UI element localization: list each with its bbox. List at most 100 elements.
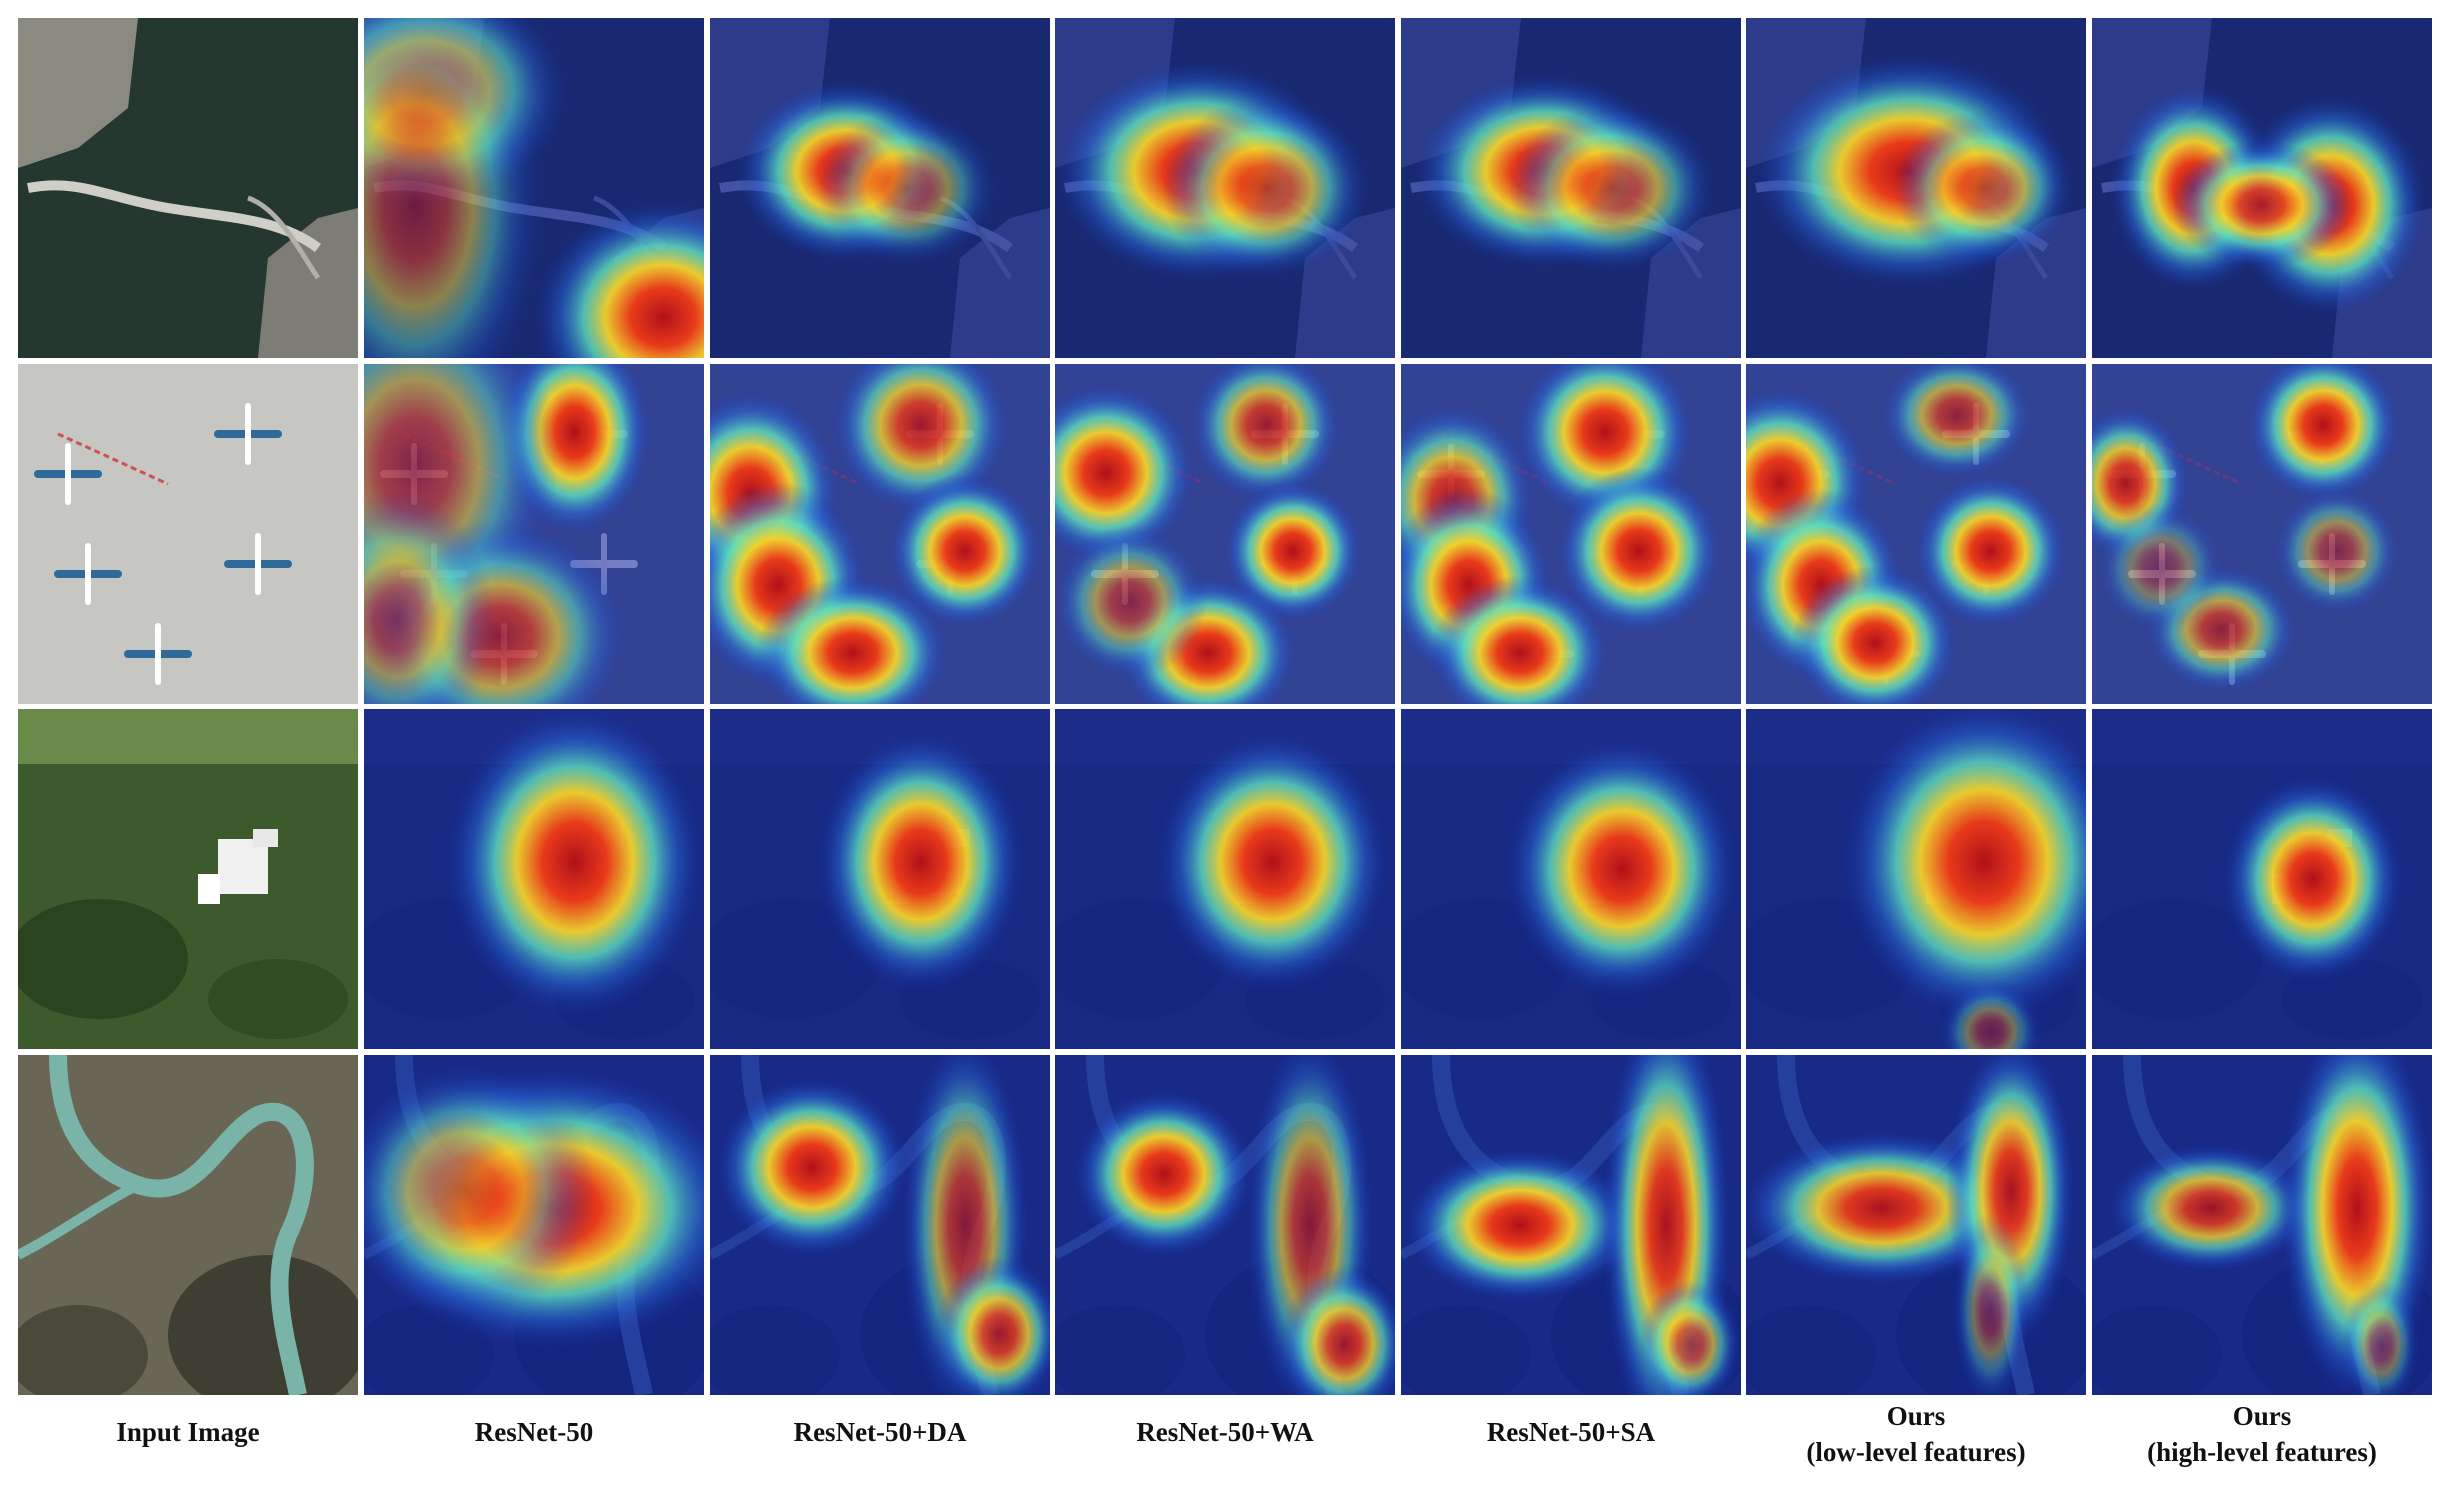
- cam-overlay: [1055, 1055, 1395, 1395]
- heatmap-r3-c3: [1055, 709, 1395, 1049]
- input-image-r4: [18, 1055, 358, 1395]
- heatmap-r3-c5: [1746, 709, 2086, 1049]
- activation-blob-4: [887, 473, 1043, 629]
- column-label-line: ResNet-50+DA: [793, 1417, 967, 1447]
- activation-blob-2: [1508, 104, 1716, 272]
- cam-overlay: [2092, 364, 2432, 704]
- activation-blob-3: [2171, 140, 2353, 270]
- column-label-line: Ours: [2232, 1401, 2292, 1431]
- cam-overlay: [1401, 1055, 1741, 1395]
- column-label-line: (low-level features): [1806, 1437, 2026, 1467]
- heatmap-r2-c6: [2092, 364, 2432, 704]
- heatmap-r1-c3: [1055, 18, 1395, 358]
- column-label-line: ResNet-50+SA: [1486, 1417, 1656, 1447]
- scene-airport: [18, 364, 358, 704]
- column-label-line: Input Image: [116, 1417, 260, 1447]
- cam-overlay: [1401, 18, 1741, 358]
- activation-blob-1: [1188, 364, 1344, 503]
- heatmap-r2-c5: [1746, 364, 2086, 704]
- activation-blob-3: [1221, 479, 1365, 623]
- heatmap-r1-c4: [1401, 18, 1741, 358]
- cam-overlay: [364, 709, 704, 1049]
- cam-overlay: [1055, 18, 1395, 358]
- activation-blob-5: [1791, 565, 1960, 704]
- heatmap-r2-c3: [1055, 364, 1395, 704]
- activation-blob-2: [1893, 110, 2075, 266]
- cam-overlay: [1401, 364, 1741, 704]
- heatmap-r4-c3: [1055, 1055, 1395, 1395]
- activation-blob-3: [1952, 1213, 2030, 1395]
- activation-blob-3: [534, 200, 704, 358]
- activation-blob-1: [445, 709, 704, 1017]
- heatmap-r1-c2: [710, 18, 1050, 358]
- column-label-3: ResNet-50+DA: [710, 1414, 1050, 1450]
- activation-blob-2: [1055, 382, 1197, 564]
- activation-blob-1: [1073, 1090, 1255, 1258]
- activation-blob-1: [1505, 739, 1739, 998]
- heatmap-r2-c2: [710, 364, 1050, 704]
- cam-overlay: [2092, 18, 2432, 358]
- heatmap-r2-c4: [1401, 364, 1741, 704]
- activation-blob-3: [2342, 1279, 2420, 1395]
- column-label-1: Input Image: [18, 1414, 358, 1450]
- cam-overlay: [364, 18, 704, 358]
- heatmap-r3-c1: [364, 709, 704, 1049]
- scene-bridge: [18, 18, 358, 358]
- heatmap-r4-c4: [1401, 1055, 1741, 1395]
- cam-overlay: [710, 1055, 1050, 1395]
- activation-blob-1: [1403, 1147, 1637, 1303]
- column-label-6: Ours (low-level features): [1746, 1398, 2086, 1470]
- heatmap-r3-c2: [710, 709, 1050, 1049]
- activation-blob-5: [1429, 575, 1611, 704]
- cam-overlay: [2092, 1055, 2432, 1395]
- cam-overlay: [1746, 709, 2086, 1049]
- activation-blob-5: [1055, 524, 1208, 680]
- cam-overlay: [1746, 1055, 2086, 1395]
- heatmap-r4-c1: [364, 1055, 704, 1395]
- cam-overlay: [2092, 709, 2432, 1049]
- heatmap-r4-c2: [710, 1055, 1050, 1395]
- heatmap-r2-c1: [364, 364, 704, 704]
- activation-blob-3: [1279, 1266, 1395, 1395]
- activation-blob-1: [2222, 775, 2404, 983]
- activation-blob-1: [1841, 709, 2086, 1024]
- input-image-r2: [18, 364, 358, 704]
- heatmap-r1-c1: [364, 18, 704, 358]
- input-image-r1: [18, 18, 358, 358]
- column-label-line: ResNet-50+WA: [1136, 1417, 1314, 1447]
- activation-blob-2: [364, 1061, 596, 1321]
- column-label-5: ResNet-50+SA: [1401, 1414, 1741, 1450]
- activation-blob-2: [1939, 980, 2043, 1049]
- activation-blob-2: [364, 18, 545, 358]
- heatmap-r3-c4: [1401, 709, 1741, 1049]
- heatmap-r4-c6: [2092, 1055, 2432, 1395]
- heatmap-r3-c6: [2092, 709, 2432, 1049]
- activation-blob-1: [2245, 364, 2401, 503]
- scene-building: [18, 709, 358, 1049]
- activation-blob-3: [934, 1256, 1050, 1395]
- activation-blob-4: [1913, 473, 2069, 629]
- column-label-2: ResNet-50: [364, 1414, 704, 1450]
- activation-blob-5: [755, 575, 950, 704]
- activation-blob-1: [2107, 1143, 2315, 1273]
- activation-blob-4: [364, 489, 495, 704]
- column-label-7: Ours (high-level features): [2092, 1398, 2432, 1470]
- activation-blob-1: [1156, 732, 1389, 992]
- cam-overlay: [1401, 709, 1741, 1049]
- cam-overlay: [1055, 709, 1395, 1049]
- input-image-r3: [18, 709, 358, 1049]
- cam-overlay: [1746, 18, 2086, 358]
- scene-river: [18, 1055, 358, 1395]
- heatmap-r4-c5: [1746, 1055, 2086, 1395]
- activation-blob-1: [1879, 364, 2035, 480]
- cam-overlay: [710, 709, 1050, 1049]
- cam-overlay: [710, 18, 1050, 358]
- activation-blob-1: [715, 1076, 909, 1258]
- activation-blob-2: [1162, 97, 1370, 279]
- activation-blob-5: [2095, 503, 2225, 633]
- activation-blob-2: [816, 110, 998, 266]
- column-label-line: ResNet-50: [474, 1417, 594, 1447]
- cam-overlay: [710, 364, 1050, 704]
- column-label-line: (high-level features): [2147, 1437, 2377, 1467]
